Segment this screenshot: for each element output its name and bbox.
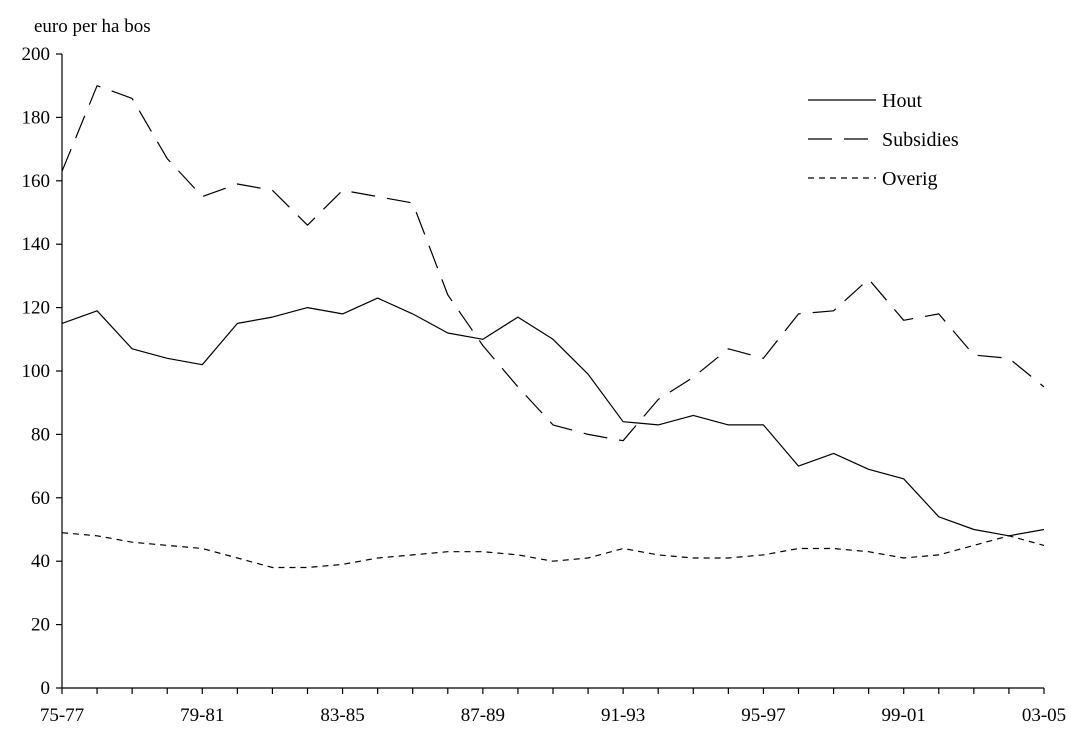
legend-label-overig: Overig [882,168,938,190]
series-line-hout [61,297,1045,537]
y-axis-title: euro per ha bos [34,16,151,37]
legend-label-hout: Hout [882,90,922,112]
x-tick-label: 03-05 [1022,705,1066,726]
x-tick-label: 99-01 [882,705,926,726]
x-tick-label: 75-77 [40,705,84,726]
y-tick-label: 160 [22,171,51,192]
series-line-overig [61,532,1045,569]
y-tick-label: 120 [22,298,51,319]
axes [56,53,1045,694]
y-tick-label: 180 [22,107,51,128]
y-tick-label: 140 [22,234,51,255]
series-lines [61,85,1045,569]
y-tick-label: 0 [41,678,51,699]
tick-labels: 0 20 40 60 80 100 120 140 160 180 200 75-77 79-81 83-… [22,44,1067,726]
y-tick-label: 60 [31,488,50,509]
y-tick-label: 40 [31,551,50,572]
y-tick-label: 200 [22,44,51,65]
series-line-subsidies [61,85,1045,442]
legend-label-subsidies: Subsidies [882,129,959,151]
x-tick-label: 95-97 [741,705,785,726]
x-tick-label: 91-93 [601,705,645,726]
y-tick-label: 80 [31,424,50,445]
x-tick-label: 83-85 [320,705,364,726]
x-tick-label: 79-81 [180,705,224,726]
y-tick-label: 100 [22,361,51,382]
y-tick-label: 20 [31,615,50,636]
x-tick-label: 87-89 [461,705,505,726]
legend: Hout Subsidies Overig [808,90,959,190]
